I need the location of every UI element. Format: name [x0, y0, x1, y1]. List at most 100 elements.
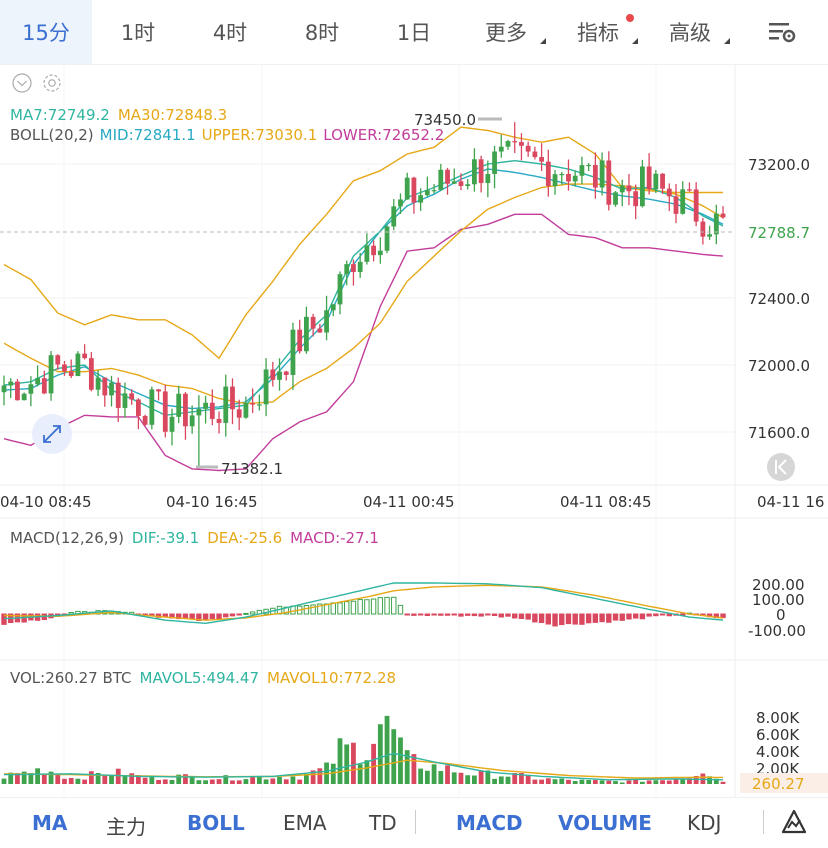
tab-label: 15分 — [22, 21, 70, 45]
volume-bar — [256, 776, 262, 784]
volume-bar — [209, 779, 215, 784]
macd-bar — [364, 599, 370, 615]
scroll-to-latest-icon[interactable] — [767, 453, 795, 481]
volume-bar — [445, 765, 450, 784]
macd-bar — [451, 613, 457, 616]
volume-bar — [109, 774, 114, 784]
volume-bar — [613, 781, 618, 784]
macd-bar — [317, 603, 323, 615]
volume-bar — [660, 780, 665, 784]
draw-tool-icon[interactable] — [780, 808, 808, 836]
candle-body — [485, 174, 491, 183]
macd-bar — [498, 613, 504, 618]
indicator-kdj[interactable]: KDJ — [687, 811, 722, 835]
volume-bar — [337, 738, 343, 784]
volume-bar — [290, 776, 296, 784]
candle-body — [41, 378, 47, 394]
indicator-boll[interactable]: BOLL — [187, 811, 245, 835]
macd-bar — [532, 613, 538, 623]
expand-icon[interactable] — [32, 414, 72, 454]
vol-value: VOL:260.27 BTC — [10, 669, 132, 687]
candle-body — [559, 173, 565, 176]
volume-bar — [525, 775, 531, 784]
volume-bar — [512, 772, 518, 784]
macd-title: MACD(12,26,9) — [10, 529, 124, 547]
x-tick-label: 04-11 16 — [757, 493, 824, 511]
settings-gear-icon[interactable] — [43, 74, 61, 92]
tab-more[interactable]: 更多 — [460, 0, 552, 64]
candle-body — [720, 213, 726, 218]
macd-bar — [397, 604, 404, 615]
candle-body — [21, 393, 27, 401]
candle-body — [62, 364, 67, 372]
candle-body — [149, 389, 155, 425]
candle-body — [169, 416, 175, 432]
boll-lower-line — [3, 213, 724, 472]
volume-bar — [398, 737, 403, 784]
candle-body — [136, 399, 141, 416]
volume-bar — [633, 779, 639, 784]
candle-body — [243, 403, 249, 418]
tab-4h[interactable]: 4时 — [184, 0, 276, 64]
chart-grid — [0, 64, 828, 797]
candle-body — [398, 199, 403, 207]
x-tick-label: 04-11 00:45 — [363, 493, 455, 511]
y-tick-label: 71600.0 — [748, 424, 810, 442]
kline-chart[interactable]: MA7:72749.2 MA30:72848.3 BOLL(20,2) MID:72… — [0, 64, 828, 797]
volume-bar — [505, 776, 511, 784]
volume-bar — [384, 715, 390, 784]
candle-body — [646, 166, 652, 190]
indicator-td[interactable]: TD — [369, 811, 397, 835]
tab-1h[interactable]: 1时 — [92, 0, 184, 64]
volume-bar — [498, 776, 504, 784]
candle-body — [525, 145, 531, 152]
candle-body — [599, 160, 605, 188]
tab-1d[interactable]: 1日 — [368, 0, 460, 64]
macd-bar — [424, 613, 431, 616]
candle-body — [653, 173, 659, 190]
macd-y-tick: 0 — [776, 606, 786, 624]
indicator-bar: MA 主力 BOLL EMA TD MACD VOLUME KDJ — [0, 797, 828, 848]
indicator-ema[interactable]: EMA — [283, 811, 327, 835]
macd-bar — [310, 604, 316, 615]
volume-bar — [424, 770, 430, 784]
indicator-main-force[interactable]: 主力 — [106, 815, 146, 839]
candle-body — [586, 164, 592, 167]
tab-advanced[interactable]: 高级 — [644, 0, 736, 64]
indicator-ma[interactable]: MA — [32, 811, 68, 835]
collapse-icon[interactable] — [12, 73, 32, 93]
indicator-volume[interactable]: VOLUME — [558, 811, 652, 835]
candle-body — [209, 402, 215, 419]
x-tick-label: 04-10 08:45 — [0, 493, 92, 511]
volume-bar — [1, 778, 7, 784]
volume-bar — [539, 779, 544, 784]
candle-body — [384, 226, 390, 251]
candle-body — [317, 328, 323, 333]
candle-body — [666, 188, 672, 197]
candle-body — [129, 393, 135, 400]
volume-bar — [330, 763, 336, 784]
tab-15m[interactable]: 15分 — [0, 0, 92, 64]
y-tick-label: 73200.0 — [748, 156, 810, 174]
tab-indicators[interactable]: 指标 — [552, 0, 644, 64]
macd-bar — [552, 613, 558, 627]
current-price-box — [740, 220, 828, 244]
tab-8h[interactable]: 8时 — [276, 0, 368, 64]
macd-bar — [458, 613, 464, 617]
macd-bar — [223, 613, 229, 618]
macd-bar — [202, 613, 209, 621]
tab-label: 4时 — [212, 21, 248, 45]
volume-bar — [75, 778, 81, 784]
volume-bar — [176, 774, 182, 784]
candle-body — [55, 355, 61, 365]
volume-bar — [485, 770, 491, 784]
volume-bar — [364, 760, 370, 784]
tab-label: 更多 — [485, 21, 527, 45]
chart-settings-button[interactable] — [736, 0, 828, 64]
volume-bar — [156, 779, 161, 784]
volume-bar — [136, 775, 141, 784]
indicator-macd[interactable]: MACD — [456, 811, 523, 835]
dropdown-triangle-icon — [540, 38, 546, 44]
volume-bar — [183, 774, 188, 784]
volume-bar — [68, 777, 74, 784]
